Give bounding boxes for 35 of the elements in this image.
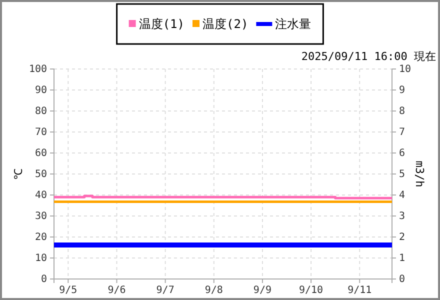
y2-tick-label: 1 [399, 253, 406, 264]
x-tick-label: 9/6 [108, 285, 126, 296]
y2-tick-label: 7 [399, 127, 406, 138]
x-tick-label: 9/7 [156, 285, 174, 296]
y-tick-label: 50 [34, 169, 47, 180]
x-tick-label: 9/5 [59, 285, 78, 296]
y-tick-label: 40 [34, 190, 47, 202]
y2-tick-label: 3 [399, 211, 406, 222]
x-tick-label: 9/8 [204, 285, 223, 296]
y-axis-title: ℃ [12, 168, 25, 180]
y-tick-label: 70 [34, 127, 47, 138]
y2-tick-label: 2 [399, 232, 406, 244]
y-tick-label: 10 [34, 253, 47, 264]
y2-tick-label: 4 [399, 190, 406, 202]
y-tick-label: 20 [34, 232, 47, 244]
x-tick-label: 9/10 [298, 285, 324, 296]
y2-tick-label: 0 [399, 274, 406, 286]
y2-axis-title: m3/h [413, 160, 426, 188]
y-tick-label: 90 [34, 85, 47, 96]
legend-label: 注水量 [275, 17, 312, 31]
y-tick-label: 60 [34, 148, 47, 160]
y2-tick-label: 6 [399, 148, 406, 160]
y-tick-label: 30 [34, 211, 47, 222]
y2-tick-label: 10 [399, 64, 412, 76]
y-tick-label: 80 [34, 106, 47, 118]
legend-label: 温度(2) [202, 17, 248, 31]
y2-tick-label: 8 [399, 106, 406, 118]
y2-tick-label: 5 [399, 169, 406, 180]
x-tick-label: 9/9 [253, 285, 272, 296]
legend-label: 温度(1) [138, 17, 184, 31]
x-tick-label: 9/11 [348, 285, 372, 296]
y-tick-label: 100 [28, 64, 47, 76]
y-tick-label: 0 [40, 274, 47, 286]
y2-tick-label: 9 [399, 85, 406, 96]
text: 2025/09/11 16:00 現在 [301, 50, 436, 63]
